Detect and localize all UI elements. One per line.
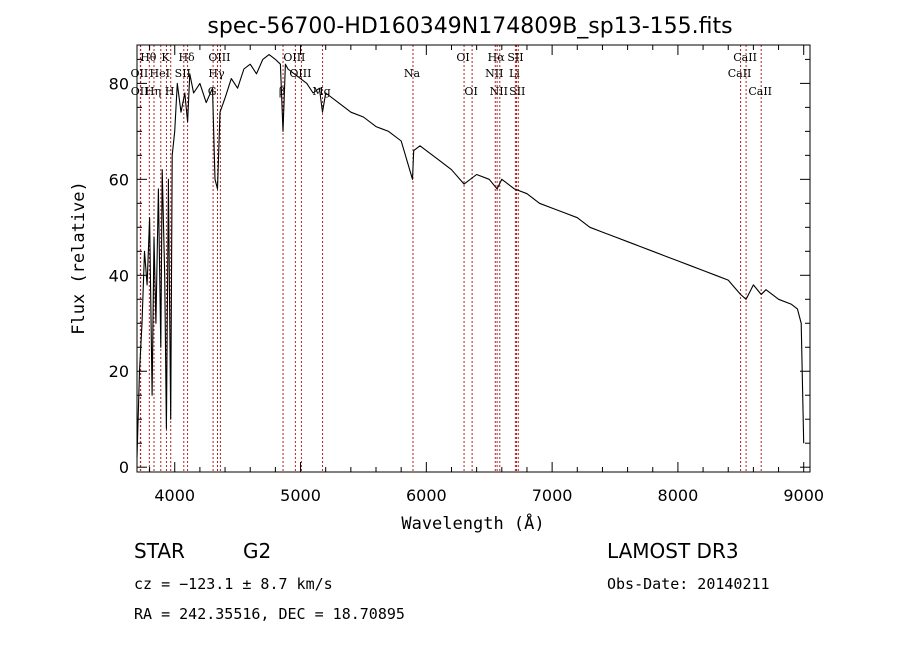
x-tick-label-2: 6000 <box>406 486 447 505</box>
line-label-12: OIII <box>283 51 305 64</box>
x-tick-label-5: 9000 <box>783 486 824 505</box>
line-label-25: CaII <box>733 51 757 64</box>
line-label-19: Hα <box>488 51 506 64</box>
line-label-8: Hδ <box>178 51 195 64</box>
line-label-17: OI <box>456 51 469 64</box>
line-label-21: NII <box>490 85 508 98</box>
y-tick-label-1: 20 <box>109 362 129 381</box>
line-label-24: SII <box>509 85 525 98</box>
x-tick-label-4: 8000 <box>658 486 699 505</box>
coordinates: RA = 242.35516, DEC = 18.70895 <box>134 605 405 623</box>
line-label-1: OII <box>131 67 149 80</box>
line-label-16: Na <box>404 67 421 80</box>
y-tick-label-4: 80 <box>109 74 129 93</box>
line-label-15: Mg <box>312 85 330 98</box>
line-label-18: OI <box>464 85 477 98</box>
spectral-subclass: G2 <box>243 539 271 563</box>
line-label-6: H <box>165 85 175 98</box>
y-axis-label: Flux (relative) <box>69 181 89 335</box>
survey-name: LAMOST DR3 <box>607 539 739 563</box>
line-label-7: SII <box>175 67 191 80</box>
line-label-5: K <box>161 51 170 64</box>
line-label-9: OIII <box>208 51 230 64</box>
spectral-line-markers <box>139 45 762 472</box>
line-label-23: Li <box>509 67 520 80</box>
line-label-10: Hγ <box>208 67 225 80</box>
object-class: STAR <box>134 539 185 563</box>
x-tick-label-1: 5000 <box>280 486 321 505</box>
x-tick-label-3: 7000 <box>532 486 573 505</box>
y-tick-label-3: 60 <box>109 170 129 189</box>
x-axis-label: Wavelength (Å) <box>401 512 544 534</box>
line-label-2: OII <box>131 85 149 98</box>
chart-title: spec-56700-HD160349N174809B_sp13-155.fit… <box>207 14 732 39</box>
y-tick-label-0: 0 <box>119 458 129 477</box>
y-tick-label-2: 40 <box>109 266 129 285</box>
spectrum-series-line <box>136 54 805 458</box>
line-label-20: NII <box>485 67 503 80</box>
line-label-14: β <box>279 85 285 98</box>
observation-date: Obs-Date: 20140211 <box>607 575 770 593</box>
line-label-22: SII <box>507 51 523 64</box>
line-label-4: Hη <box>145 85 161 98</box>
line-label-0: Hθ <box>140 51 157 64</box>
line-label-13: OIII <box>289 67 311 80</box>
line-label-3: HeI <box>150 67 170 80</box>
redshift-cz: cz = −123.1 ± 8.7 km/s <box>134 575 333 593</box>
plot-frame <box>136 44 811 473</box>
line-label-26: CaII <box>728 67 752 80</box>
spectrum-layer <box>136 54 805 458</box>
line-label-27: CaII <box>748 85 772 98</box>
axis-ticks: 4000 5000 6000 7000 8000 9000 0 20 40 60 80 <box>109 45 824 505</box>
x-tick-label-0: 4000 <box>154 486 195 505</box>
